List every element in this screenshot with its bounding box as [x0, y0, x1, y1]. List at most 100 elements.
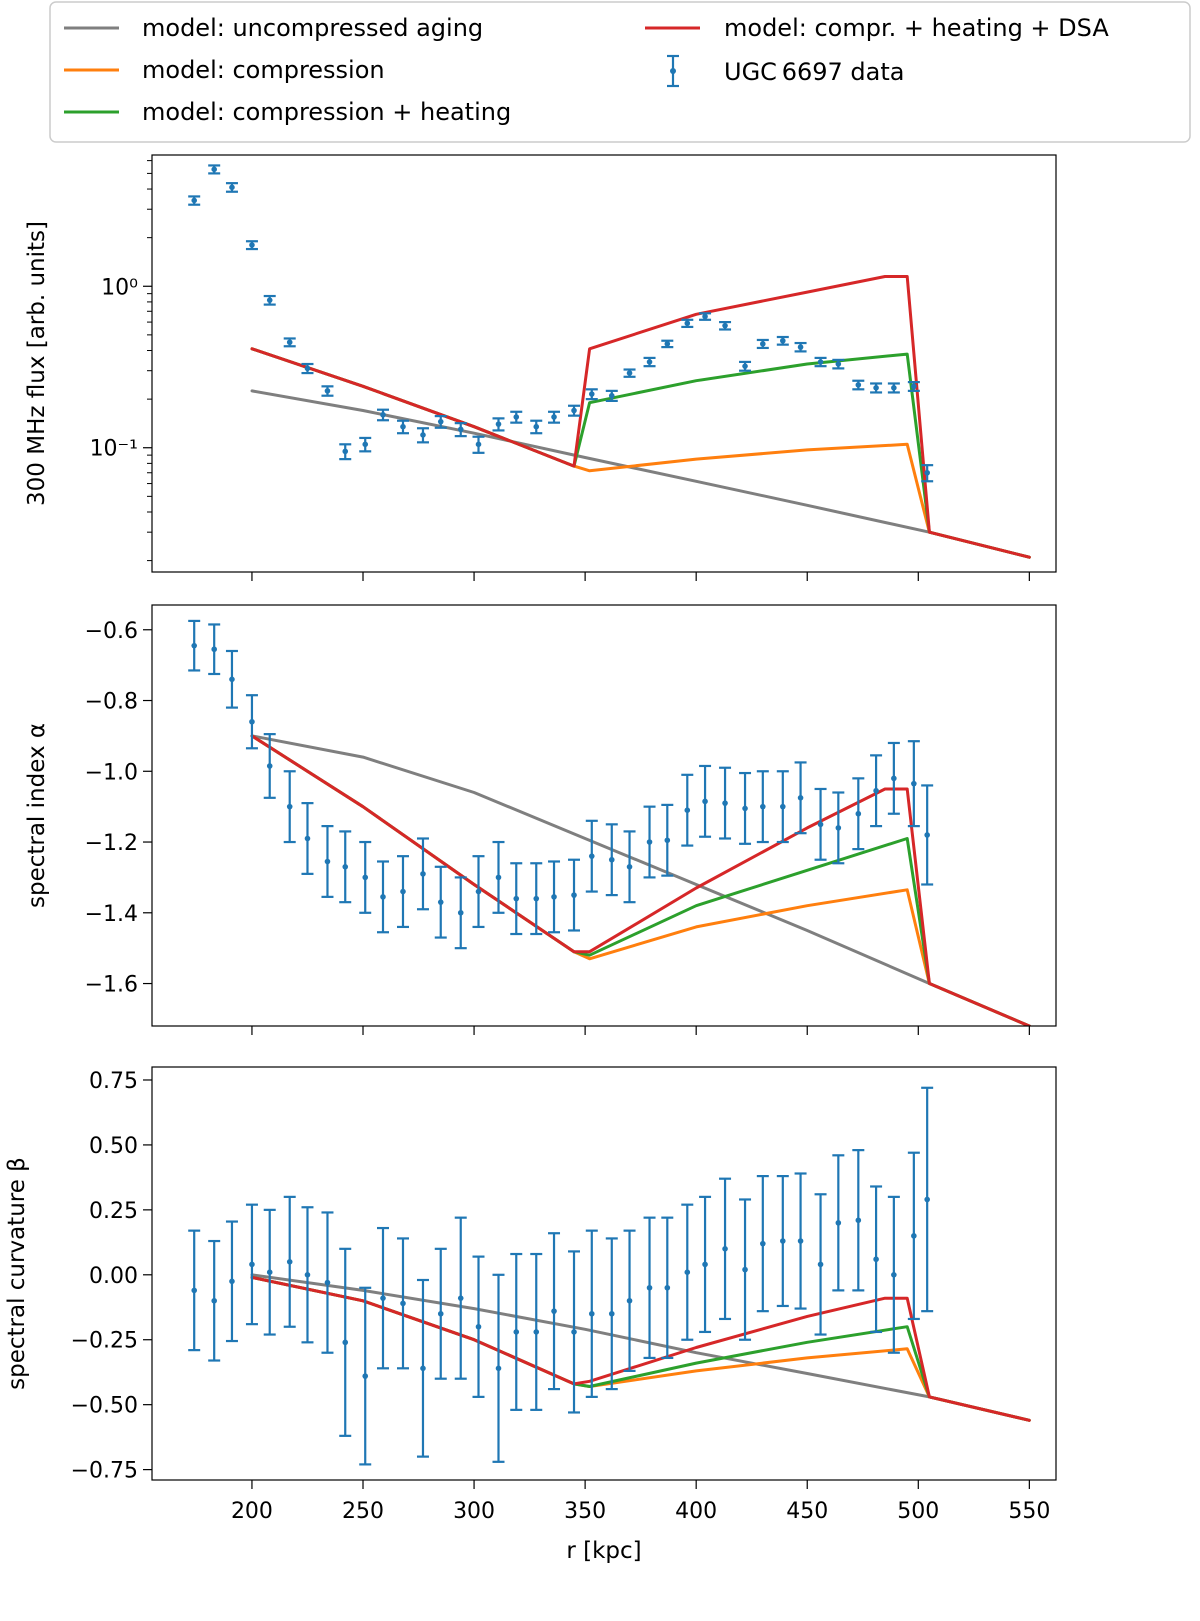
data-point	[416, 1278, 429, 1458]
data-point	[585, 819, 598, 893]
data-point	[568, 1250, 581, 1414]
data-point	[376, 408, 389, 422]
y-tick-label: 0.50	[89, 1134, 138, 1159]
spectral-curvature-panel: 0.75 0.50 0.25 0.00 −0.25 −0.50 −0.75 200 250 300…	[4, 1066, 1057, 1564]
data-point	[907, 1151, 920, 1321]
data-point	[434, 1247, 447, 1380]
y-axis-label: 300 MHz flux [arb. units]	[24, 221, 50, 506]
data-point	[776, 335, 789, 346]
data-point	[907, 740, 920, 828]
data-point	[776, 1174, 789, 1308]
data-point	[870, 1185, 883, 1334]
data-point	[887, 1195, 900, 1354]
x-tick-label: 400	[675, 1499, 717, 1524]
data-point	[321, 1211, 334, 1354]
data-point	[921, 784, 934, 886]
y-tick-label: −1.0	[85, 760, 138, 785]
data-point	[681, 318, 694, 329]
x-tick-label: 450	[786, 1499, 828, 1524]
model-line-green	[250, 1275, 1031, 1422]
data-point	[492, 840, 505, 914]
data-point	[548, 1232, 561, 1391]
data-point	[681, 1203, 694, 1341]
data-point	[321, 385, 334, 397]
data-point	[852, 1149, 865, 1292]
data-point	[396, 855, 409, 929]
data-point	[870, 382, 883, 394]
y-tick-label: 10⁻¹	[90, 437, 138, 462]
y-tick-label: −0.75	[71, 1459, 138, 1484]
x-axis-label: r [kpc]	[566, 1538, 641, 1564]
data-point	[699, 764, 712, 838]
data-point	[907, 380, 920, 392]
y-axis-label: spectral curvature β	[4, 1157, 30, 1390]
spectral-index-panel: −0.6 −0.8 −1.0 −1.2 −1.4 −1.6 spectral index α	[24, 604, 1057, 1035]
data-point	[396, 419, 409, 435]
data-point	[661, 1216, 674, 1360]
data-point	[454, 876, 467, 950]
model-line-orange	[250, 347, 1031, 559]
data-point	[756, 1174, 769, 1313]
data-point	[339, 830, 352, 904]
data-point	[548, 410, 561, 424]
data-point	[472, 435, 485, 454]
data-point	[661, 339, 674, 349]
data-point	[585, 1229, 598, 1398]
data-point	[719, 1177, 732, 1321]
data-point	[416, 837, 429, 911]
data-point	[568, 858, 581, 932]
data-point	[794, 341, 807, 353]
data-point	[623, 830, 636, 904]
model-line-gray	[250, 389, 1031, 559]
data-point	[643, 805, 656, 879]
y-tick-label: 0.25	[89, 1199, 138, 1224]
axes-frame	[151, 154, 1057, 573]
data-point	[739, 1198, 752, 1341]
data-point	[776, 770, 789, 844]
data-point	[359, 436, 372, 453]
data-point	[396, 1237, 409, 1370]
data-point	[510, 410, 523, 424]
legend-label-orange: model: compression	[142, 56, 385, 84]
y-tick-label: −1.6	[85, 973, 138, 998]
data-point	[188, 1229, 201, 1352]
data-point	[585, 388, 598, 401]
data-point	[870, 754, 883, 828]
model-line-red	[250, 1275, 1031, 1422]
model-line-gray	[250, 1273, 1031, 1422]
data-point	[623, 1229, 636, 1373]
data-point	[739, 360, 752, 372]
x-tick-label: 350	[564, 1499, 606, 1524]
data-point	[263, 1208, 276, 1336]
model-line-green	[250, 347, 1031, 559]
y-tick-label: −0.25	[71, 1329, 138, 1354]
data-point	[301, 1206, 314, 1344]
x-tick-label: 250	[342, 1499, 384, 1524]
data-point	[605, 823, 618, 897]
legend-label-blue: UGC 6697 data	[724, 58, 904, 86]
model-line-gray	[250, 734, 1031, 1026]
data-point	[208, 1239, 221, 1362]
data-point	[416, 427, 429, 444]
data-point	[814, 1193, 827, 1336]
data-point	[208, 623, 221, 676]
y-tick-label: −0.8	[85, 690, 138, 715]
y-axis-label: spectral index α	[24, 723, 50, 908]
data-point	[188, 619, 201, 672]
data-point	[472, 1255, 485, 1398]
data-point	[376, 860, 389, 934]
y-tick-label: −0.50	[71, 1394, 138, 1419]
legend-label-green: model: compression + heating	[142, 98, 511, 126]
x-tick-label: 550	[1008, 1499, 1050, 1524]
data-point	[208, 164, 221, 175]
data-point	[832, 358, 845, 370]
data-point	[301, 362, 314, 375]
data-point	[454, 1216, 467, 1380]
data-point	[321, 825, 334, 898]
data-point	[225, 649, 238, 709]
data-point	[263, 733, 276, 799]
y-tick-label: 0.00	[89, 1264, 138, 1289]
data-point	[643, 1216, 656, 1360]
data-point	[719, 320, 732, 331]
